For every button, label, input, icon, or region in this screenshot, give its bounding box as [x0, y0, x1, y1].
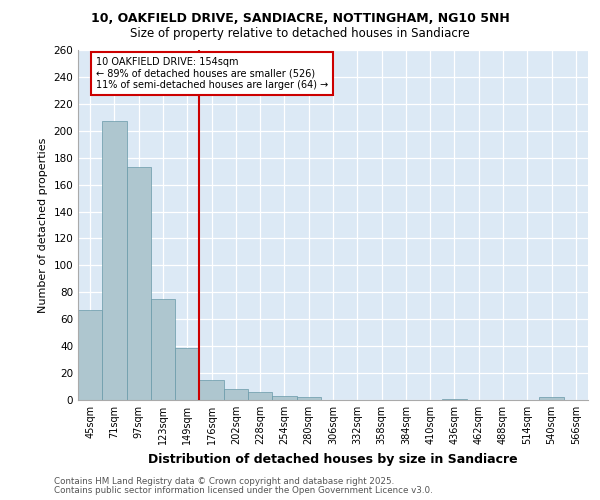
Bar: [102, 122, 127, 400]
Bar: [248, 392, 272, 400]
Bar: [78, 310, 102, 400]
Bar: [296, 398, 321, 400]
Text: Size of property relative to detached houses in Sandiacre: Size of property relative to detached ho…: [130, 28, 470, 40]
X-axis label: Distribution of detached houses by size in Sandiacre: Distribution of detached houses by size …: [148, 452, 518, 466]
Bar: [127, 167, 151, 400]
Bar: [199, 380, 224, 400]
Text: Contains public sector information licensed under the Open Government Licence v3: Contains public sector information licen…: [54, 486, 433, 495]
Bar: [175, 348, 199, 400]
Bar: [272, 396, 296, 400]
Bar: [224, 389, 248, 400]
Bar: [442, 398, 467, 400]
Text: 10 OAKFIELD DRIVE: 154sqm
← 89% of detached houses are smaller (526)
11% of semi: 10 OAKFIELD DRIVE: 154sqm ← 89% of detac…: [96, 56, 328, 90]
Text: Contains HM Land Registry data © Crown copyright and database right 2025.: Contains HM Land Registry data © Crown c…: [54, 477, 394, 486]
Bar: [151, 299, 175, 400]
Bar: [539, 398, 564, 400]
Y-axis label: Number of detached properties: Number of detached properties: [38, 138, 48, 312]
Text: 10, OAKFIELD DRIVE, SANDIACRE, NOTTINGHAM, NG10 5NH: 10, OAKFIELD DRIVE, SANDIACRE, NOTTINGHA…: [91, 12, 509, 26]
